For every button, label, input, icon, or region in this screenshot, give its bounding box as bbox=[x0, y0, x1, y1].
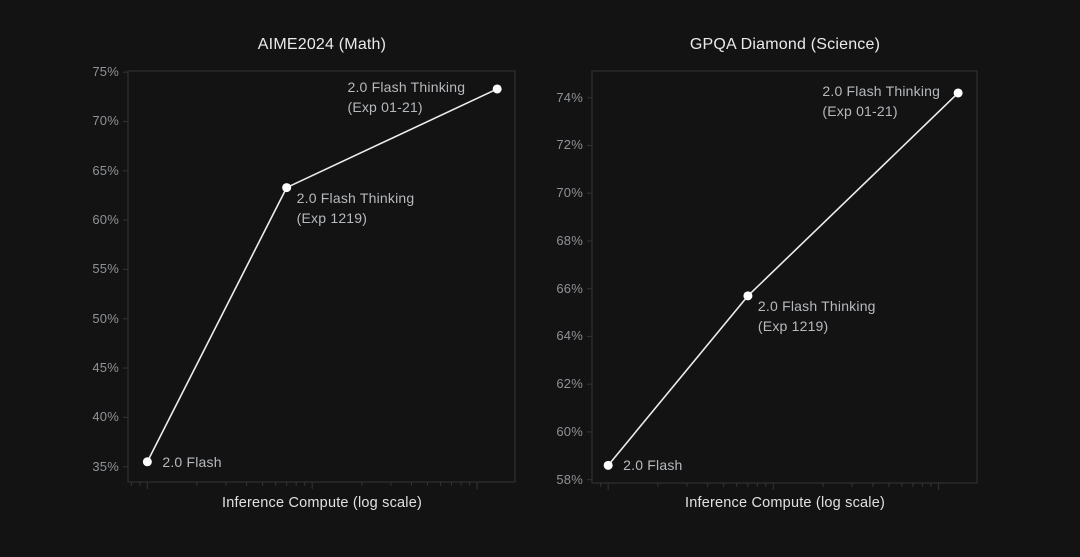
chart-title-gpqa: GPQA Diamond (Science) bbox=[689, 36, 881, 53]
data-line bbox=[146, 88, 498, 463]
data-point-label: 2.0 Flash Thinking (Exp 1219) bbox=[296, 189, 415, 226]
data-point-label: 2.0 Flash Thinking (Exp 01-21) bbox=[347, 78, 466, 115]
plot-border bbox=[591, 70, 978, 484]
y-tick-label: 70% bbox=[556, 185, 583, 201]
data-point-label: 2.0 Flash Thinking (Exp 01-21) bbox=[822, 82, 941, 119]
plot-border bbox=[127, 70, 516, 483]
data-point-label: 2.0 Flash Thinking (Exp 1219) bbox=[757, 297, 876, 334]
y-tick-label: 64% bbox=[556, 328, 583, 344]
y-tick-label: 74% bbox=[556, 89, 583, 105]
y-tick-label: 55% bbox=[92, 261, 119, 277]
y-tick-label: 65% bbox=[92, 162, 119, 178]
data-point bbox=[142, 457, 152, 467]
y-tick-label: 58% bbox=[556, 471, 583, 487]
y-tick-label: 45% bbox=[92, 360, 119, 376]
data-point-label: 2.0 Flash bbox=[162, 453, 222, 470]
y-tick-label: 60% bbox=[556, 423, 583, 439]
y-tick-label: 35% bbox=[92, 458, 119, 474]
data-point bbox=[743, 291, 753, 301]
y-tick-label: 60% bbox=[92, 212, 119, 228]
y-tick-label: 62% bbox=[556, 376, 583, 392]
data-point bbox=[492, 84, 502, 94]
data-point-label: 2.0 Flash bbox=[623, 457, 683, 474]
y-tick-label: 68% bbox=[556, 232, 583, 248]
data-line bbox=[607, 92, 959, 466]
data-point bbox=[603, 460, 613, 470]
x-axis-label-gpqa: Inference Compute (log scale) bbox=[684, 495, 886, 511]
y-tick-label: 72% bbox=[556, 137, 583, 153]
y-tick-label: 50% bbox=[92, 310, 119, 326]
y-tick-label: 75% bbox=[92, 64, 119, 80]
x-axis-label-aime: Inference Compute (log scale) bbox=[221, 495, 423, 511]
y-tick-label: 40% bbox=[92, 409, 119, 425]
data-point bbox=[282, 183, 292, 193]
y-tick-label: 70% bbox=[92, 113, 119, 129]
y-tick-label: 66% bbox=[556, 280, 583, 296]
data-point bbox=[953, 88, 963, 98]
chart-title-aime: AIME2024 (Math) bbox=[257, 36, 387, 53]
